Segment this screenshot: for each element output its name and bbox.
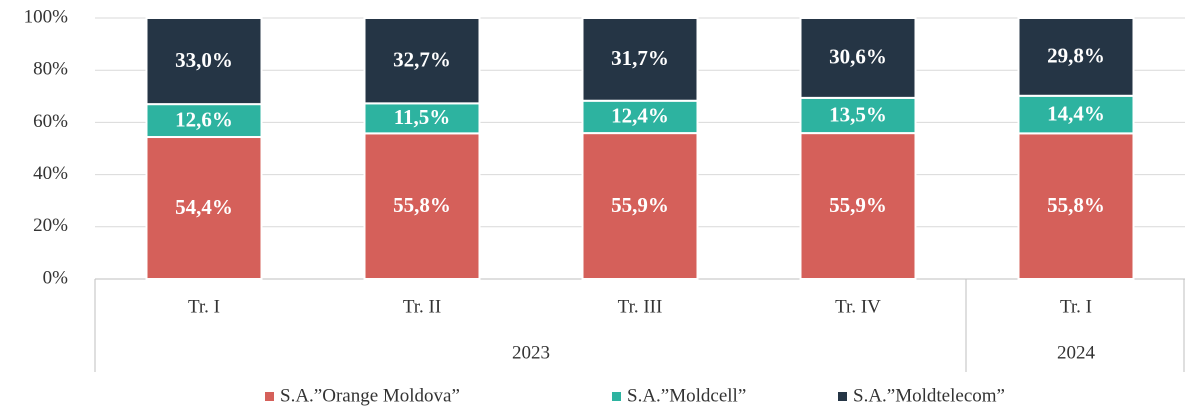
x-tick-label: Tr. I: [188, 296, 220, 317]
x-tick-label: Tr. IV: [835, 296, 881, 317]
bar-segment: [145, 17, 263, 106]
value-label: 13,5%: [829, 102, 887, 126]
bar-segment: [581, 17, 699, 102]
group-label: 2023: [512, 342, 550, 363]
y-tick-label: 100%: [24, 6, 69, 27]
value-label: 31,7%: [611, 46, 669, 70]
value-label: 29,8%: [1047, 44, 1105, 68]
value-label: 55,9%: [829, 193, 887, 217]
bar-segment: [145, 103, 263, 139]
x-tick-label: Tr. I: [1060, 296, 1092, 317]
legend-label: S.A.”Moldtelecom”: [853, 385, 1005, 406]
x-tick-label: Tr. II: [403, 296, 441, 317]
legend-swatch: [612, 392, 621, 401]
bar-segment: [1017, 17, 1135, 97]
value-label: 14,4%: [1047, 101, 1105, 125]
bar-segment: [799, 17, 917, 99]
legend-swatch: [838, 392, 847, 401]
bar-segment: [581, 99, 699, 135]
y-tick-label: 40%: [33, 163, 68, 184]
value-label: 30,6%: [829, 45, 887, 69]
value-label: 12,6%: [175, 107, 233, 131]
value-label: 55,9%: [611, 193, 669, 217]
legend-swatch: [265, 392, 274, 401]
legend-label: S.A.”Moldcell”: [627, 385, 746, 406]
value-label: 55,8%: [393, 193, 451, 217]
bar-segment: [145, 136, 263, 280]
value-label: 33,0%: [175, 48, 233, 72]
value-label: 32,7%: [393, 47, 451, 71]
value-label: 11,5%: [394, 105, 451, 129]
bar-segment: [363, 132, 481, 280]
bar-segment: [363, 17, 481, 105]
value-label: 12,4%: [611, 104, 669, 128]
y-tick-label: 80%: [33, 59, 68, 80]
y-tick-label: 20%: [33, 215, 68, 236]
y-tick-label: 60%: [33, 111, 68, 132]
bar-segment: [799, 132, 917, 280]
x-tick-label: Tr. III: [618, 296, 663, 317]
legend-label: S.A.”Orange Moldova”: [280, 385, 460, 406]
value-label: 55,8%: [1047, 193, 1105, 217]
group-label: 2024: [1057, 342, 1096, 363]
y-tick-label: 0%: [43, 267, 69, 288]
value-label: 54,4%: [175, 195, 233, 219]
bar-segment: [1017, 94, 1135, 135]
